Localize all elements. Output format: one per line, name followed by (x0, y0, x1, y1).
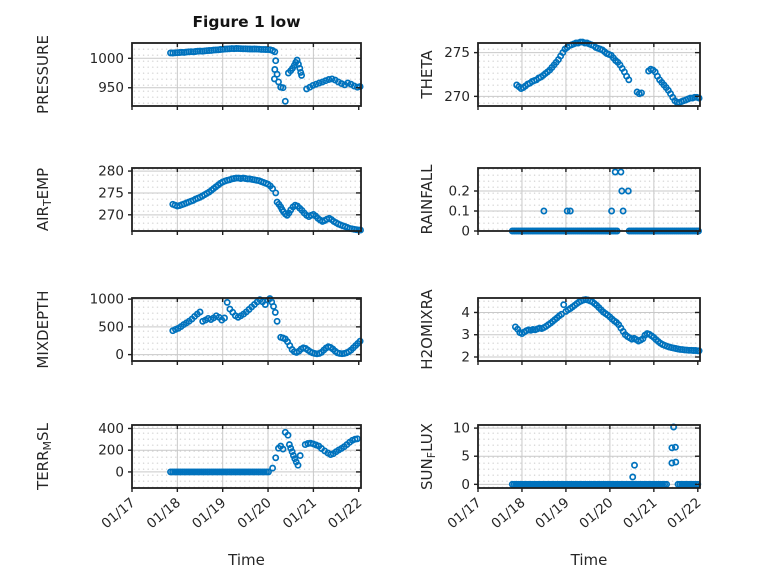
y-axis-label-theta: THETA (418, 50, 436, 100)
subplot-sunflux: 0 5 10 SUNF​LUX 01/1701/1801/1901/2001/2101/… (418, 421, 704, 532)
x-tick-label: 01/21 (620, 495, 660, 532)
tick-marks (474, 298, 700, 365)
y-tick-label: 3 (461, 327, 470, 343)
major-grid (478, 168, 700, 231)
y-tick-label: 5 (461, 449, 470, 465)
y-tick-label: 400 (98, 421, 124, 437)
minor-grid (132, 425, 361, 488)
y-tick-labels: 2 3 4 (461, 305, 470, 366)
minor-grid (478, 168, 700, 231)
y-tick-label: 2 (461, 349, 470, 365)
y-axis-label-mixdepth: MIXDEPTH (34, 290, 52, 368)
data-markers (508, 423, 702, 488)
axes-box (477, 167, 701, 232)
y-tick-labels: 0 500 1000 (90, 292, 124, 364)
tick-marks (474, 425, 700, 492)
y-tick-label: 10 (453, 421, 470, 437)
y-tick-labels: 950 1000 (90, 51, 124, 96)
minor-grid (478, 43, 700, 106)
x-tick-label: 01/22 (325, 495, 365, 532)
data-markers (169, 295, 364, 358)
y-tick-labels: 0 5 10 (453, 421, 470, 493)
axes-box (477, 297, 701, 362)
x-tick-label: 01/21 (280, 495, 320, 532)
tick-marks (128, 168, 361, 235)
data-markers (167, 428, 361, 476)
y-axis-label-rainfall: RAINFALL (418, 164, 436, 235)
y-tick-label: 280 (98, 164, 124, 180)
x-tick-label: 01/17 (98, 495, 138, 532)
axes-box (131, 42, 362, 107)
subplot-mixdepth: 0 500 1000 MIXDEPTH (34, 290, 364, 369)
y-axis-label-sunflux: SUNF​LUX (418, 423, 438, 490)
data-markers (169, 174, 364, 234)
y-tick-label: 275 (444, 45, 470, 61)
y-tick-label: 500 (98, 319, 124, 335)
y-axis-label-airtemp: AIRT​EMP (34, 168, 54, 231)
x-axis-label-right: Time (570, 551, 608, 569)
x-tick-labels: 01/17 01/18 01/19 01/20 01/21 01/22 (444, 495, 704, 532)
major-grid (478, 298, 700, 361)
y-tick-label: 1000 (90, 51, 124, 67)
tick-marks (128, 298, 361, 365)
x-tick-label: 01/19 (189, 495, 229, 532)
subplot-pressure: 950 1000 PRESSURE (34, 35, 364, 114)
y-tick-label: 200 (98, 443, 124, 459)
y-tick-label: 0.1 (449, 204, 470, 220)
tick-marks (474, 168, 700, 235)
y-tick-label: 950 (98, 80, 124, 96)
y-tick-label: 0.2 (449, 184, 470, 200)
major-grid (132, 298, 361, 361)
axes-box (131, 297, 362, 362)
subplot-airtemp: 270 275 280 AIRT​EMP (34, 164, 364, 235)
major-grid (132, 425, 361, 488)
axes-box (131, 167, 362, 232)
y-tick-label: 270 (444, 89, 470, 105)
data-markers (511, 296, 703, 355)
y-tick-label: 0 (461, 224, 470, 240)
y-tick-label: 270 (98, 207, 124, 223)
x-tick-label: 01/20 (576, 495, 616, 532)
major-grid (132, 168, 361, 231)
y-tick-labels: 270 275 280 (98, 164, 124, 224)
tick-marks (128, 425, 361, 492)
data-markers (513, 38, 703, 106)
y-tick-label: 0 (461, 477, 470, 493)
figure-title: Figure 1 low (192, 13, 301, 31)
x-tick-labels: 01/17 01/18 01/19 01/20 01/21 01/22 (98, 495, 365, 532)
minor-grid (132, 43, 361, 106)
subplot-terrmsl: 0 200 400 TERRM​SL 01/1701/1801/1901/2001/21… (34, 421, 365, 532)
y-tick-label: 0 (115, 347, 124, 363)
y-tick-label: 4 (461, 305, 470, 321)
y-tick-label: 275 (98, 185, 124, 201)
x-tick-label: 01/20 (235, 495, 275, 532)
tick-marks (474, 43, 700, 110)
y-tick-label: 0 (115, 464, 124, 480)
axes-box (131, 424, 362, 489)
y-tick-label: 1000 (90, 292, 124, 308)
axes-box (477, 42, 701, 107)
y-axis-label-pressure: PRESSURE (34, 35, 52, 114)
subplot-h2omixra: 2 3 4 H2OMIXRA (418, 289, 703, 370)
x-tick-label: 01/18 (144, 495, 184, 532)
x-tick-label: 01/22 (664, 495, 704, 532)
minor-grid (478, 298, 700, 361)
y-tick-labels: 0 200 400 (98, 421, 124, 480)
x-tick-label: 01/19 (532, 495, 572, 532)
x-axis-label-left: Time (228, 551, 265, 569)
tick-marks (128, 43, 361, 110)
y-tick-labels: 0 0.1 0.2 (449, 184, 470, 240)
y-axis-label-terrmsl: TERRM​SL (34, 422, 54, 491)
y-axis-label-h2omixra: H2OMIXRA (418, 289, 436, 370)
x-tick-label: 01/18 (488, 495, 528, 532)
subplot-rainfall: 0 0.1 0.2 RAINFALL (418, 164, 702, 240)
subplot-theta: 270 275 THETA (418, 38, 703, 110)
y-tick-labels: 270 275 (444, 45, 470, 105)
x-tick-label: 01/17 (444, 495, 484, 532)
